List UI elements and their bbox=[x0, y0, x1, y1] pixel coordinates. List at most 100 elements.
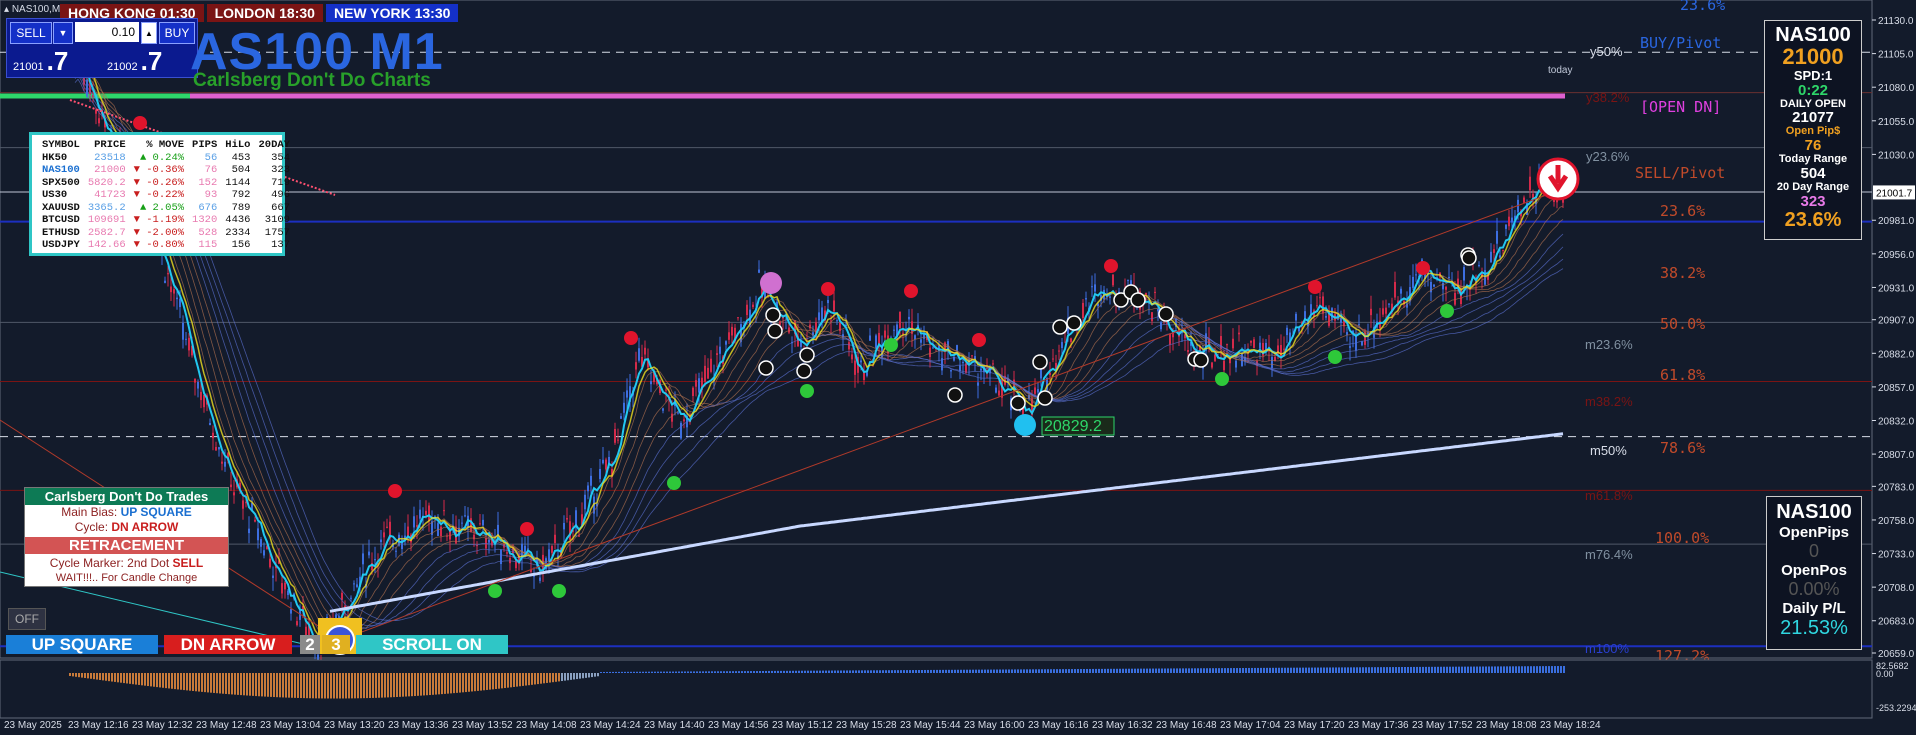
panel-header: Carlsberg Don't Do Trades bbox=[25, 488, 228, 505]
symbol-name: NAS100 bbox=[1776, 501, 1852, 523]
candle-body bbox=[227, 453, 229, 461]
daily-open-label: DAILY OPEN bbox=[1779, 98, 1847, 110]
ask-price[interactable]: 21002 .7 bbox=[107, 46, 163, 76]
lot-size-input[interactable]: 0.10 bbox=[75, 22, 139, 42]
candle-body bbox=[1508, 216, 1510, 227]
candle-body bbox=[1151, 312, 1153, 322]
candle-body bbox=[1364, 331, 1366, 345]
candle-body bbox=[1457, 278, 1459, 288]
session-hong-kong: HONG KONG 01:30 bbox=[60, 4, 204, 22]
candle-body bbox=[950, 370, 952, 372]
dn-arrow-button[interactable]: DN ARROW bbox=[164, 635, 292, 654]
candle-body bbox=[884, 330, 886, 338]
price-axis-label: 20857.0 bbox=[1878, 383, 1915, 394]
scroll-on-button[interactable]: SCROLL ON bbox=[356, 635, 508, 654]
candle-body bbox=[500, 549, 502, 565]
candle-body bbox=[374, 559, 376, 561]
table-cell: ▼ -0.22% bbox=[133, 189, 185, 201]
ma-ribbon-line bbox=[74, 58, 1564, 635]
today-range-value: 504 bbox=[1800, 165, 1826, 182]
candle-body bbox=[998, 390, 1000, 396]
candle-body bbox=[389, 521, 391, 539]
candle-body bbox=[281, 583, 283, 594]
candle-body bbox=[176, 297, 178, 300]
table-cell: ▼ -1.19% bbox=[133, 214, 185, 226]
candle-body bbox=[1433, 284, 1435, 287]
symbol-timeframe: ▴ NAS100,M1 bbox=[4, 4, 66, 15]
candle-body bbox=[995, 387, 997, 393]
price-axis-label: 20832.0 bbox=[1878, 416, 1915, 427]
symbol-name: NAS100 bbox=[1775, 24, 1851, 46]
candle-body bbox=[794, 320, 796, 334]
candle-body bbox=[902, 332, 904, 334]
candle-body bbox=[1493, 249, 1495, 253]
candle-body bbox=[461, 522, 463, 524]
candle-body bbox=[1253, 339, 1255, 349]
chart-title: AS100 M1 bbox=[190, 23, 444, 81]
sell-button[interactable]: SELL bbox=[10, 22, 52, 44]
lot-stepper[interactable]: ▲ bbox=[141, 22, 157, 44]
candle-body bbox=[401, 539, 403, 550]
current-price-tag bbox=[1873, 185, 1915, 200]
candle-body bbox=[344, 605, 346, 608]
candle-body bbox=[953, 356, 955, 361]
candle-body bbox=[479, 523, 481, 525]
candle-body bbox=[1325, 315, 1327, 318]
candle-body bbox=[1316, 305, 1318, 307]
level-label-m50: m50% bbox=[1590, 443, 1627, 458]
candle-body bbox=[173, 289, 175, 294]
table-cell: 41723 bbox=[94, 189, 126, 201]
up-square-button[interactable]: UP SQUARE bbox=[6, 635, 158, 654]
off-button[interactable]: OFF bbox=[8, 608, 46, 630]
table-cell: 676 bbox=[198, 201, 218, 214]
candle-body bbox=[170, 286, 172, 293]
lot-dropdown[interactable]: ▼ bbox=[53, 22, 73, 44]
cycle-count-2[interactable]: 2 bbox=[300, 635, 320, 654]
candle-body bbox=[353, 583, 355, 585]
time-axis-label: 23 May 17:20 bbox=[1284, 720, 1345, 731]
candle-body bbox=[1232, 338, 1234, 349]
table-cell: USDJPY bbox=[42, 239, 80, 251]
table-cell: ▲ 2.05% bbox=[139, 201, 185, 214]
candle-body bbox=[305, 626, 307, 637]
candle-body bbox=[665, 389, 667, 391]
candle-body bbox=[1055, 363, 1057, 372]
table-cell: 453 bbox=[231, 151, 251, 164]
candle-body bbox=[671, 413, 673, 422]
sell-signal-dot bbox=[1104, 259, 1118, 273]
current-price-label: 21001.7 bbox=[1876, 188, 1913, 199]
candle-body bbox=[1052, 358, 1054, 360]
table-row: HK50 23518 ▲ 0.24% 56 453 354 bbox=[38, 152, 294, 165]
one-click-trading-panel: SELL ▼ 0.10 ▲ BUY 21001 .7 21002 .7 bbox=[6, 18, 198, 78]
candle-body bbox=[1022, 407, 1024, 419]
candle-body bbox=[938, 345, 940, 352]
candle-body bbox=[1172, 330, 1174, 338]
buy-signal-dot bbox=[1215, 372, 1229, 386]
candle-body bbox=[707, 367, 709, 379]
table-cell: NAS100 bbox=[42, 164, 80, 176]
cycle-count-3[interactable]: 3 bbox=[322, 635, 350, 654]
candle-body bbox=[1454, 292, 1456, 305]
fib-label-f786: 78.6% bbox=[1660, 439, 1705, 457]
sell-signal-dot bbox=[1308, 280, 1322, 294]
candle-body bbox=[425, 510, 427, 515]
candle-body bbox=[1175, 318, 1177, 328]
candle-body bbox=[431, 521, 433, 535]
time-axis-label: 23 May 13:36 bbox=[388, 720, 449, 731]
candle-body bbox=[800, 340, 802, 347]
table-cell: ▼ -0.26% bbox=[133, 176, 185, 189]
bid-price[interactable]: 21001 .7 bbox=[13, 46, 69, 76]
candle-body bbox=[1406, 303, 1408, 308]
time-axis-label: 23 May 16:16 bbox=[1028, 720, 1089, 731]
candle-body bbox=[1094, 284, 1096, 292]
candle-body bbox=[1070, 338, 1072, 342]
buy-button[interactable]: BUY bbox=[159, 22, 195, 44]
candle-body bbox=[563, 522, 565, 530]
open-pos-value: 0.00% bbox=[1788, 579, 1840, 599]
candle-body bbox=[518, 554, 520, 565]
candle-body bbox=[821, 307, 823, 323]
candle-body bbox=[1523, 197, 1525, 203]
table-cell: 1320 bbox=[192, 214, 218, 226]
price-axis-label: 21130.0 bbox=[1878, 16, 1914, 27]
